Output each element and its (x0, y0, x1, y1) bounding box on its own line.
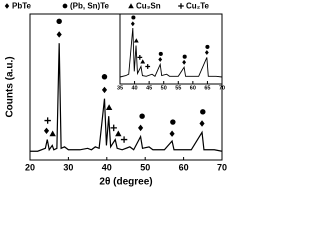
plus-marker (110, 124, 117, 132)
diamond-marker (199, 120, 205, 127)
x-tick-label: 50 (161, 85, 167, 91)
diamond-marker (4, 3, 10, 9)
plus-marker (44, 117, 51, 124)
circle-marker (131, 15, 136, 20)
x-tick-label: 30 (63, 162, 73, 172)
x-tick-label: 45 (146, 85, 152, 91)
diamond-marker (56, 31, 62, 38)
pattern-line (30, 43, 223, 152)
diamond-marker (182, 59, 187, 65)
x-tick-label: 60 (190, 85, 196, 91)
diamond-marker (158, 57, 163, 62)
legend-label: Cu₂Te (186, 2, 210, 11)
circle-marker (158, 51, 163, 56)
diamond-marker (101, 86, 108, 94)
pattern-line (119, 27, 223, 78)
diamond-marker (138, 124, 144, 132)
chart: Counts (a.u.) 2θ (degree) 20 30 40 50 60 70 Pb… (4, 2, 227, 188)
legend-label: PbTe (12, 2, 32, 11)
circle-marker (62, 3, 68, 9)
legend-label: (Pb, Sn)Te (70, 2, 110, 11)
legend-label: Cu₃Sn (136, 2, 161, 11)
circle-marker (205, 44, 210, 49)
plus-marker (120, 136, 128, 143)
x-tick-label: 20 (25, 162, 35, 172)
x-tick-label: 55 (175, 85, 181, 91)
circle-marker (139, 113, 145, 119)
x-tick-label: 50 (140, 162, 150, 172)
diamond-marker (204, 50, 209, 55)
x-tick-label: 65 (204, 85, 210, 91)
circle-marker (170, 119, 176, 125)
x-tick-label: 70 (219, 85, 225, 91)
triangle-marker (133, 38, 139, 43)
triangle-marker (49, 130, 56, 137)
circle-marker (56, 18, 62, 25)
triangle-marker (128, 3, 134, 9)
circle-marker (200, 109, 206, 115)
diamond-marker (43, 127, 50, 134)
x-tick-label: 60 (179, 162, 189, 172)
plus-marker (145, 64, 151, 69)
x-tick-label: 35 (117, 85, 123, 91)
plus-marker (137, 55, 143, 60)
triangle-marker (140, 59, 146, 64)
x-tick-label: 40 (102, 162, 112, 172)
plot-frame (119, 13, 223, 85)
plus-marker (178, 3, 184, 9)
x-tick-label: 40 (132, 85, 138, 91)
circle-marker (101, 74, 108, 80)
triangle-marker (115, 130, 122, 137)
triangle-marker (105, 104, 113, 110)
diamond-marker (169, 130, 175, 137)
x-axis-label: 2θ (degree) (99, 177, 152, 188)
diamond-marker (130, 21, 135, 27)
y-axis-label: Counts (a.u.) (5, 56, 16, 117)
x-tick-label: 70 (217, 162, 227, 172)
circle-marker (182, 54, 187, 59)
